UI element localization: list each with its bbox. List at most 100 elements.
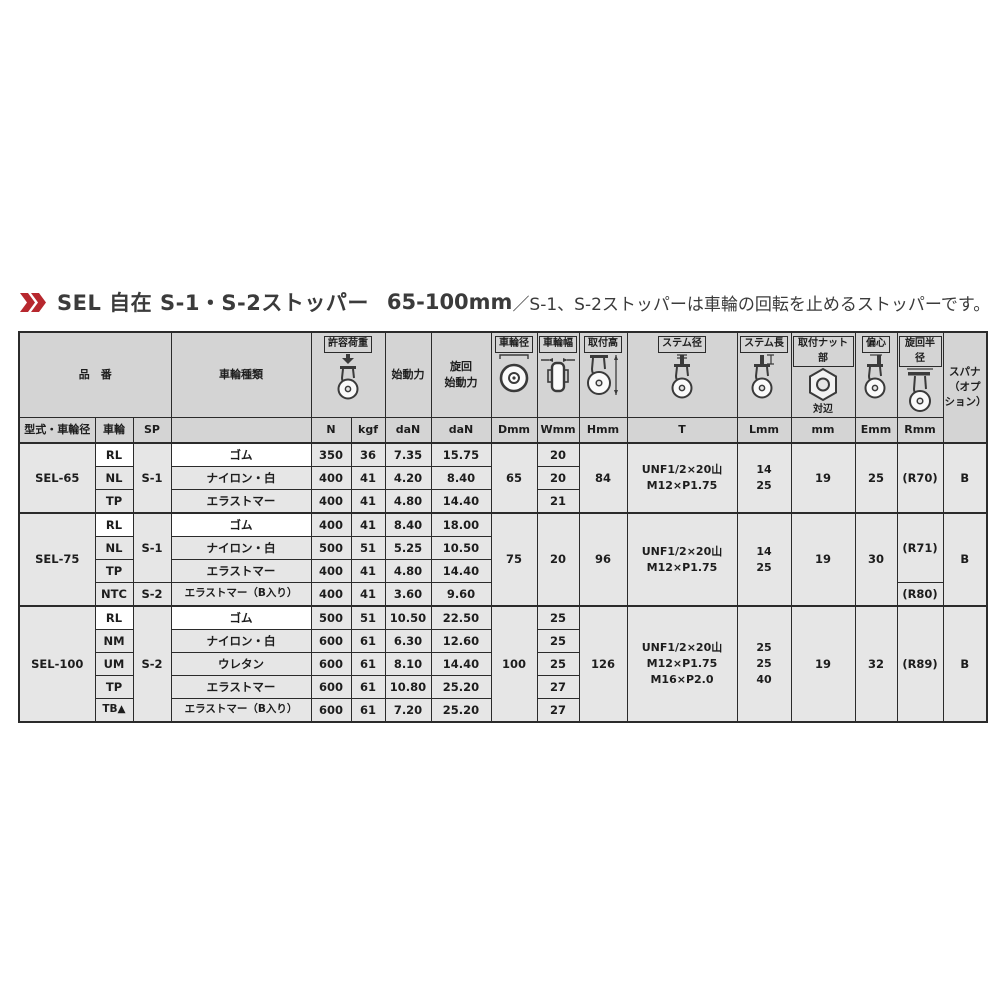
cell-wheel-dia: 65 — [490, 442, 538, 514]
unit-kgf: kgf — [350, 417, 386, 444]
cell-load-n: 400 — [310, 489, 352, 514]
cell-load-n: 600 — [310, 629, 352, 653]
cell-wheel-type: エラストマー（B入り） — [170, 582, 312, 607]
cell-ecc: 25 — [854, 442, 898, 514]
cell-wheel-code: TP — [94, 489, 134, 514]
cell-load-kgf: 41 — [350, 512, 386, 537]
cell-wheel-width: 21 — [536, 489, 580, 514]
cell-load-n: 600 — [310, 652, 352, 676]
cell-wheel-type: ナイロン・白 — [170, 466, 312, 490]
cell-swivel-force: 15.75 — [430, 442, 492, 467]
cell-wheel-width: 25 — [536, 605, 580, 630]
cell-start-force: 8.40 — [384, 512, 432, 537]
cell-load-kgf: 41 — [350, 489, 386, 514]
cell-wheel-code: UM — [94, 652, 134, 676]
cell-wheel-type: エラストマー — [170, 559, 312, 583]
cell-wheel-code: TP — [94, 675, 134, 699]
header-wheel-dia: 車輪径 — [490, 331, 538, 418]
wheel-width-icon — [540, 353, 576, 397]
cell-wheel-code: NTC — [94, 582, 134, 607]
cell-swivel-force: 8.40 — [430, 466, 492, 490]
cell-stem-len: 25 25 40 — [736, 605, 792, 723]
cell-radius: (R71) — [896, 512, 944, 583]
cell-start-force: 4.80 — [384, 559, 432, 583]
title-description: ／S-1、S-2ストッパーは車輪の回転を止めるストッパーです。 — [512, 294, 991, 315]
cell-wheel-type: ウレタン — [170, 652, 312, 676]
unit-hmm: Hmm — [578, 417, 628, 444]
unit-nut-mm: mm — [790, 417, 856, 444]
cell-ecc: 30 — [854, 512, 898, 607]
cell-wheel-dia: 100 — [490, 605, 538, 723]
cell-ecc: 32 — [854, 605, 898, 723]
cell-wheel-code: RL — [94, 442, 134, 467]
cell-load-n: 500 — [310, 536, 352, 560]
cell-nut: 19 — [790, 442, 856, 514]
cell-wheel-type: エラストマー — [170, 675, 312, 699]
subheader-sp: SP — [132, 417, 172, 444]
cell-load-kgf: 36 — [350, 442, 386, 467]
cell-wheel-code: TB▲ — [94, 698, 134, 723]
unit-n: N — [310, 417, 352, 444]
cell-load-kgf: 61 — [350, 675, 386, 699]
cell-start-force: 4.20 — [384, 466, 432, 490]
header-allowable-load: 許容荷重 — [310, 331, 386, 418]
cell-wheel-code: NM — [94, 629, 134, 653]
cell-wheel-width: 27 — [536, 675, 580, 699]
unit-dan-start: daN — [384, 417, 432, 444]
cell-start-force: 10.80 — [384, 675, 432, 699]
cell-model: SEL-65 — [18, 442, 96, 514]
header-starting-force: 始動力 — [384, 331, 432, 418]
cell-spanner: B — [942, 512, 988, 607]
cell-wheel-type: ナイロン・白 — [170, 536, 312, 560]
cell-mount-height: 84 — [578, 442, 628, 514]
cell-load-n: 400 — [310, 466, 352, 490]
cell-wheel-type: ゴム — [170, 512, 312, 537]
cell-load-kgf: 61 — [350, 652, 386, 676]
cell-load-kgf: 41 — [350, 466, 386, 490]
header-spanner: スパナ （オプション） — [942, 331, 988, 444]
cell-stem-dia: UNF1/2×20山 M12×P1.75 — [626, 512, 738, 607]
cell-wheel-type: エラストマー（B入り） — [170, 698, 312, 723]
mount-height-icon — [585, 353, 621, 399]
cell-nut: 19 — [790, 512, 856, 607]
cell-load-kgf: 51 — [350, 605, 386, 630]
cell-spanner: B — [942, 605, 988, 723]
subheader-model: 型式・車輪径 — [18, 417, 96, 444]
cell-start-force: 5.25 — [384, 536, 432, 560]
turning-radius-icon — [903, 367, 937, 415]
unit-rmm: Rmm — [896, 417, 944, 444]
section-title: SEL 自在 S-1・S-2ストッパー 65-100mm ／S-1、S-2ストッ… — [20, 287, 990, 317]
cell-wheel-type: ナイロン・白 — [170, 629, 312, 653]
header-part-no: 品 番 — [18, 331, 172, 418]
cell-stem-dia: UNF1/2×20山 M12×P1.75 M16×P2.0 — [626, 605, 738, 723]
cell-swivel-force: 14.40 — [430, 559, 492, 583]
cell-stem-dia: UNF1/2×20山 M12×P1.75 — [626, 442, 738, 514]
cell-load-kgf: 41 — [350, 559, 386, 583]
cell-load-n: 350 — [310, 442, 352, 467]
cell-radius: (R89) — [896, 605, 944, 723]
cell-load-kgf: 41 — [350, 582, 386, 607]
cell-swivel-force: 12.60 — [430, 629, 492, 653]
cell-wheel-dia: 75 — [490, 512, 538, 607]
cell-model: SEL-100 — [18, 605, 96, 723]
header-swivel-force: 旋回 始動力 — [430, 331, 492, 418]
cell-load-n: 400 — [310, 582, 352, 607]
cell-wheel-width: 20 — [536, 466, 580, 490]
cell-start-force: 3.60 — [384, 582, 432, 607]
subheader-wheel-type-empty — [170, 417, 312, 444]
cell-wheel-width: 25 — [536, 652, 580, 676]
cell-load-n: 600 — [310, 675, 352, 699]
header-turn-radius: 旋回半径 — [896, 331, 944, 418]
unit-dmm: Dmm — [490, 417, 538, 444]
cell-nut: 19 — [790, 605, 856, 723]
cell-wheel-width: 20 — [536, 512, 580, 607]
cell-swivel-force: 18.00 — [430, 512, 492, 537]
cell-swivel-force: 9.60 — [430, 582, 492, 607]
cell-swivel-force: 10.50 — [430, 536, 492, 560]
cell-load-n: 400 — [310, 559, 352, 583]
stem-length-icon — [747, 353, 781, 401]
cell-spanner: B — [942, 442, 988, 514]
cell-start-force: 6.30 — [384, 629, 432, 653]
unit-wmm: Wmm — [536, 417, 580, 444]
